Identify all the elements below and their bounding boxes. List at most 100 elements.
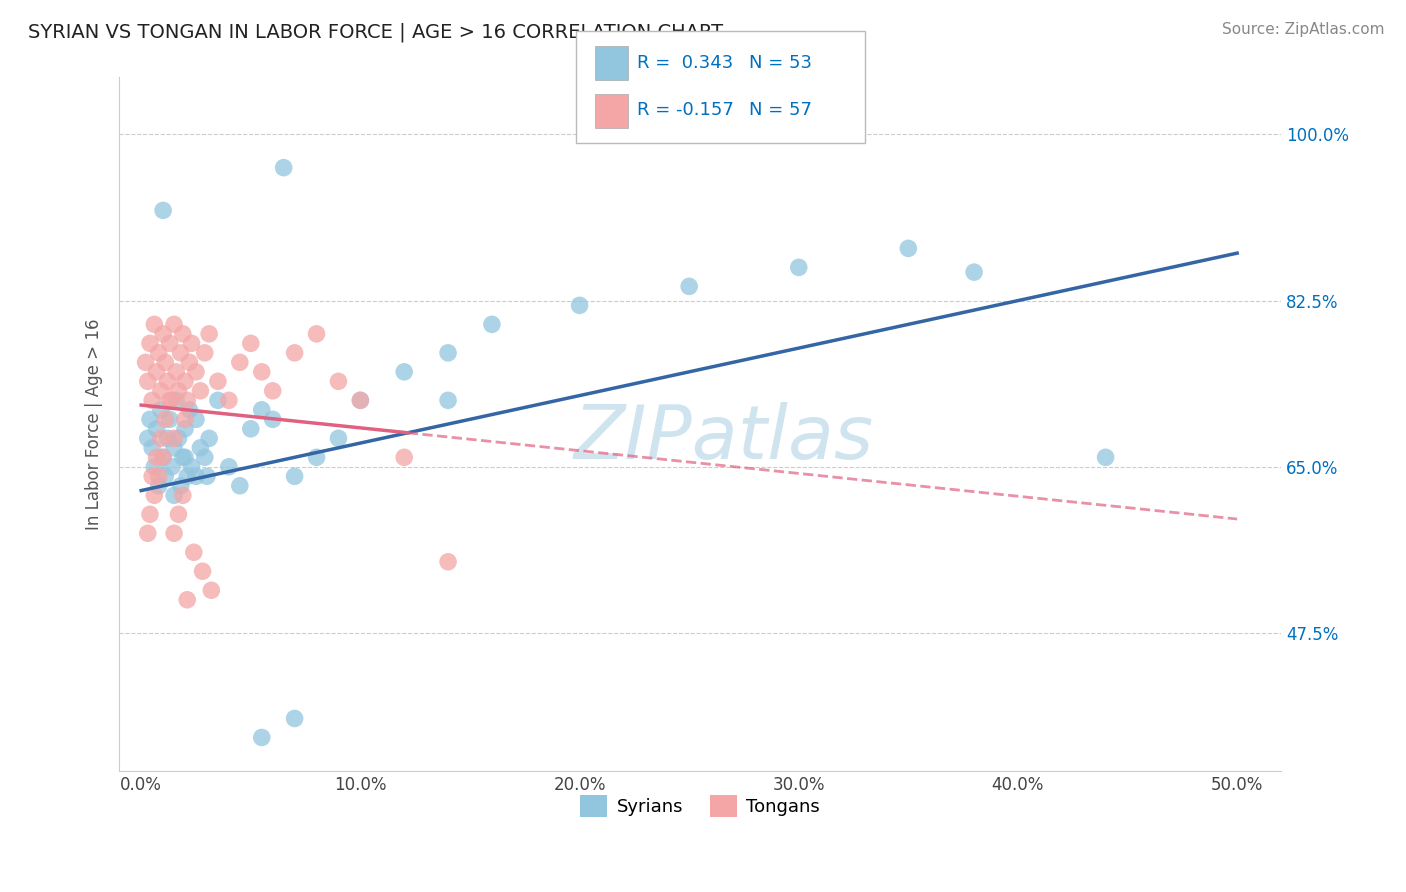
Text: N = 57: N = 57 [749, 101, 813, 119]
Text: ZIPatlas: ZIPatlas [574, 402, 873, 474]
Point [165, 393, 187, 408]
Point [262, 412, 284, 426]
Point [167, 508, 190, 522]
Point [207, 393, 229, 408]
Point [184, 365, 207, 379]
Point [481, 318, 503, 332]
Point [218, 459, 240, 474]
Point [349, 393, 371, 408]
Point [165, 365, 187, 379]
Point [174, 450, 197, 465]
Point [180, 459, 202, 474]
Point [284, 711, 307, 725]
Point [174, 412, 197, 426]
Point [167, 384, 190, 398]
Point [152, 450, 174, 465]
Point [135, 355, 157, 369]
Point [155, 469, 177, 483]
Point [194, 450, 217, 465]
Point [152, 326, 174, 341]
Point [148, 346, 170, 360]
Point [437, 393, 460, 408]
Point [229, 479, 252, 493]
Point [184, 412, 207, 426]
Point [148, 479, 170, 493]
Text: N = 53: N = 53 [749, 54, 813, 72]
Point [149, 431, 172, 445]
Point [239, 336, 262, 351]
Point [305, 326, 328, 341]
Point [145, 365, 167, 379]
Point [229, 355, 252, 369]
Point [145, 422, 167, 436]
Point [172, 488, 194, 502]
Point [148, 469, 170, 483]
Point [1094, 450, 1116, 465]
Point [139, 508, 162, 522]
Point [163, 318, 186, 332]
Legend: Syrians, Tongans: Syrians, Tongans [574, 788, 827, 824]
Point [250, 731, 273, 745]
Point [149, 384, 172, 398]
Point [139, 336, 162, 351]
Point [149, 402, 172, 417]
Point [184, 469, 207, 483]
Point [190, 384, 212, 398]
Point [163, 488, 186, 502]
Point [152, 203, 174, 218]
Point [198, 326, 221, 341]
Point [437, 346, 460, 360]
Point [176, 592, 198, 607]
Point [194, 346, 217, 360]
Point [273, 161, 295, 175]
Text: SYRIAN VS TONGAN IN LABOR FORCE | AGE > 16 CORRELATION CHART: SYRIAN VS TONGAN IN LABOR FORCE | AGE > … [28, 22, 723, 42]
Point [897, 241, 920, 255]
Point [159, 336, 181, 351]
Point [179, 355, 201, 369]
Point [963, 265, 986, 279]
Point [305, 450, 328, 465]
Point [155, 412, 177, 426]
Point [190, 441, 212, 455]
Point [169, 479, 191, 493]
Point [141, 469, 163, 483]
Point [207, 375, 229, 389]
Point [787, 260, 810, 275]
Point [568, 298, 591, 312]
Point [174, 422, 197, 436]
Point [392, 365, 415, 379]
Point [176, 469, 198, 483]
Point [159, 412, 181, 426]
Point [437, 555, 460, 569]
Point [145, 450, 167, 465]
Point [167, 431, 190, 445]
Point [328, 431, 350, 445]
Point [328, 375, 350, 389]
Point [191, 564, 214, 578]
Point [163, 441, 186, 455]
Point [141, 441, 163, 455]
Point [284, 469, 307, 483]
Point [392, 450, 415, 465]
Point [143, 459, 166, 474]
Point [143, 318, 166, 332]
Text: Source: ZipAtlas.com: Source: ZipAtlas.com [1222, 22, 1385, 37]
Point [678, 279, 700, 293]
Point [179, 402, 201, 417]
Point [136, 431, 159, 445]
Point [198, 431, 221, 445]
Point [250, 402, 273, 417]
Point [160, 393, 183, 408]
Point [141, 393, 163, 408]
Point [143, 488, 166, 502]
Point [183, 545, 205, 559]
Point [156, 431, 179, 445]
Point [172, 450, 194, 465]
Point [136, 375, 159, 389]
Point [218, 393, 240, 408]
Point [163, 431, 186, 445]
Point [195, 469, 218, 483]
Point [239, 422, 262, 436]
Point [155, 355, 177, 369]
Text: R = -0.157: R = -0.157 [637, 101, 734, 119]
